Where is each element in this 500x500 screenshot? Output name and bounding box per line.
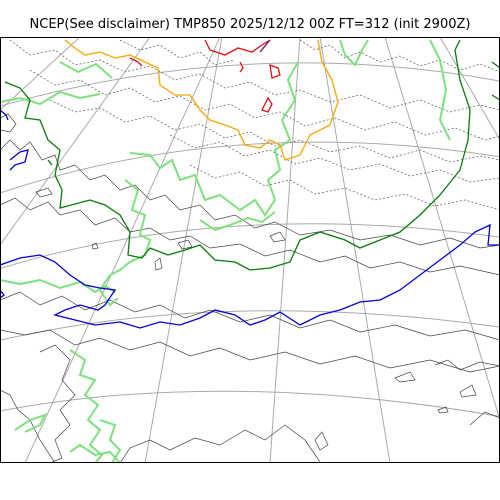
map-title: NCEP(See disclaimer) TMP850 2025/12/12 0… [29, 17, 471, 32]
contour-blue [0, 223, 500, 329]
contour-dark-green [4, 39, 471, 271]
coastline [119, 424, 321, 463]
coastline [0, 291, 500, 341]
dark-green-contours [4, 39, 500, 271]
meridian-line [439, 37, 500, 141]
coastline [0, 389, 56, 463]
contour-dark-green [491, 94, 500, 101]
contour-red [129, 57, 143, 67]
contour-blue [0, 109, 9, 121]
coastline [35, 187, 53, 198]
meridian-line [0, 37, 151, 246]
contour-dark-green [491, 61, 500, 69]
map-frame [0, 37, 500, 463]
contour-dashed [29, 69, 500, 141]
coastline [91, 242, 99, 250]
meridian-line [384, 37, 500, 421]
latitude-circle [0, 62, 500, 107]
contour-dashed [189, 164, 500, 211]
latitude-circle [0, 141, 500, 194]
contour-light-green [69, 349, 104, 463]
coastline [269, 231, 286, 243]
red-contours [129, 39, 281, 113]
contour-light-green [59, 61, 113, 79]
purple-contours [259, 39, 271, 53]
contour-light-green [199, 211, 276, 232]
coastline [434, 359, 500, 371]
contour-light-green [429, 39, 451, 141]
contour-red [204, 39, 271, 56]
coastline [0, 139, 500, 249]
contour-red [261, 96, 273, 113]
meridian-line [269, 37, 301, 463]
meridian-line [0, 37, 81, 111]
coastline [0, 329, 500, 373]
coastline [469, 411, 500, 426]
latitude-circle [0, 223, 500, 270]
contour-orange [64, 39, 339, 161]
graticule [0, 37, 500, 490]
contour-dashed [9, 39, 500, 113]
light-green-contours [0, 39, 451, 463]
coastline [459, 384, 477, 398]
blue-contours [0, 109, 500, 329]
contour-blue [9, 149, 29, 171]
contour-red [239, 61, 244, 73]
coastlines [0, 113, 500, 463]
orange-contours [64, 39, 339, 161]
coastline [394, 371, 416, 383]
coastline [314, 431, 329, 451]
contour-light-green [0, 90, 101, 106]
contour-light-green [0, 278, 116, 294]
contour-light-green [129, 61, 299, 217]
contour-dashed [169, 134, 500, 183]
contour-light-green [339, 39, 369, 67]
contour-dark-green [47, 159, 53, 166]
latitude-circle [0, 390, 500, 417]
coastline [154, 257, 163, 271]
contour-light-green [69, 443, 121, 463]
dashed-contours [9, 39, 500, 211]
contour-light-green [99, 419, 122, 463]
contour-red [269, 64, 281, 79]
contour-blue [0, 289, 5, 299]
map-layers [0, 37, 500, 490]
coastline [39, 344, 76, 463]
meridian-line [319, 37, 391, 463]
meridian-line [24, 37, 221, 463]
contour-light-green [14, 413, 47, 433]
latitude-circle [0, 310, 500, 341]
contour-purple [259, 39, 271, 53]
latitude-circle [0, 465, 500, 490]
coastline [0, 197, 500, 276]
contour-dashed [49, 99, 500, 163]
coastline [437, 406, 449, 414]
coastline [0, 113, 17, 133]
